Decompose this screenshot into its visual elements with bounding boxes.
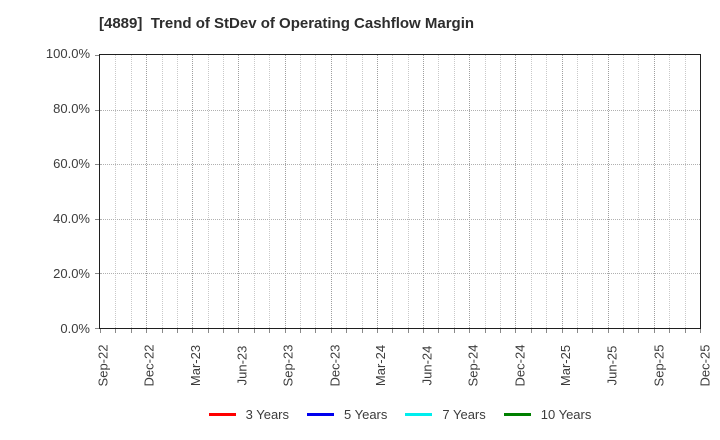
legend-label: 10 Years xyxy=(540,406,592,422)
legend-label: 7 Years xyxy=(442,406,486,422)
x-tick-label: Jun-24 xyxy=(419,345,435,385)
chart-title: [4889] Trend of StDev of Operating Cashf… xyxy=(99,15,475,32)
y-tick-label: 80.0% xyxy=(53,101,90,116)
legend-line-7-years xyxy=(405,412,433,416)
legend-line-3-years xyxy=(208,412,236,416)
x-tick-label: Dec-22 xyxy=(141,344,157,386)
legend-line-10-years xyxy=(503,412,531,416)
y-tick-label: 100.0% xyxy=(45,46,90,61)
x-tick-label: Mar-25 xyxy=(558,344,574,386)
x-tick-label: Sep-25 xyxy=(651,344,667,386)
x-tick-label: Sep-22 xyxy=(95,344,111,386)
y-tick-label: 0.0% xyxy=(60,321,90,336)
legend-item-5-years: 5 Years xyxy=(307,407,387,422)
y-tick-label: 40.0% xyxy=(53,211,90,226)
x-tick-label: Dec-24 xyxy=(512,344,528,386)
legend-item-10-years: 10 Years xyxy=(503,406,592,422)
legend-label: 3 Years xyxy=(245,406,289,422)
x-tick-label: Jun-23 xyxy=(234,345,250,385)
legend-item-3-years: 3 Years xyxy=(208,406,289,422)
legend: 3 Years 5 Years 7 Years 10 Years xyxy=(99,404,701,424)
x-tick-label: Dec-23 xyxy=(327,344,343,386)
legend-label: 5 Years xyxy=(344,406,388,422)
plot-area xyxy=(95,54,701,333)
legend-item-7-years: 7 Years xyxy=(405,406,486,422)
x-tick-label: Dec-25 xyxy=(697,344,713,386)
x-tick-label: Sep-24 xyxy=(465,344,481,386)
x-tick-label: Mar-23 xyxy=(188,344,204,386)
y-tick-label: 60.0% xyxy=(53,156,90,171)
x-tick-label: Jun-25 xyxy=(604,345,620,385)
x-tick-label: Mar-24 xyxy=(373,344,389,386)
x-tick-label: Sep-23 xyxy=(280,344,296,386)
legend-line-5-years xyxy=(307,412,334,416)
y-tick-label: 20.0% xyxy=(53,266,90,281)
